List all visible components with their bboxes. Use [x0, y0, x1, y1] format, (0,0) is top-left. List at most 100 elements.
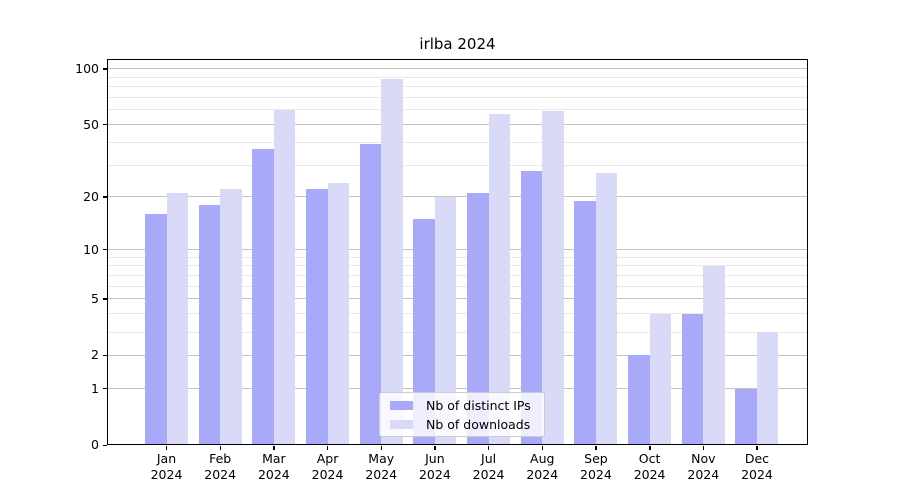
bar-downloads-mar [273, 109, 296, 445]
y-tick-mark [103, 298, 107, 300]
y-tick-label: 5 [91, 290, 99, 306]
x-tick-label: Jan 2024 [135, 451, 199, 482]
bar-downloads-may [381, 79, 403, 445]
x-tick-label: Dec 2024 [725, 451, 789, 482]
bar-distinct-ips-jun [413, 219, 435, 445]
x-tick-month: Feb [209, 451, 232, 466]
x-tick-mark [273, 446, 275, 450]
x-tick-month: Dec [744, 451, 770, 466]
minor-gridline [107, 109, 808, 111]
x-tick-mark [702, 446, 705, 450]
x-tick-label: Aug 2024 [510, 451, 574, 482]
x-tick-label: May 2024 [349, 451, 413, 482]
plot-area [107, 59, 808, 445]
bar-downloads-nov [703, 265, 725, 445]
x-tick-year: 2024 [418, 466, 451, 482]
legend-swatch-icon [390, 400, 413, 410]
x-tick-year: 2024 [526, 466, 559, 482]
bar-downloads-jun [434, 196, 457, 445]
y-tick-mark [103, 388, 107, 390]
x-tick-label: Nov 2024 [671, 451, 735, 482]
x-tick-mark [434, 446, 436, 450]
legend-swatch-icon [390, 419, 413, 429]
x-tick-mark [488, 446, 490, 450]
bar-distinct-ips-may [359, 144, 382, 445]
legend-label: Nb of distinct IPs [426, 397, 531, 413]
minor-gridline [107, 285, 808, 287]
bar-distinct-ips-aug [520, 170, 543, 445]
x-tick-year: 2024 [311, 466, 344, 482]
x-tick-mark [756, 446, 758, 450]
minor-gridline [107, 141, 808, 143]
x-tick-year: 2024 [580, 466, 612, 482]
x-tick-label: Apr 2024 [296, 451, 360, 482]
minor-gridline [107, 256, 808, 258]
bar-distinct-ips-oct [628, 355, 650, 445]
major-gridline [107, 196, 808, 198]
x-tick-year: 2024 [472, 466, 505, 482]
x-tick-year: 2024 [365, 466, 398, 482]
legend-label: Nb of downloads [426, 416, 531, 432]
x-tick-year: 2024 [633, 466, 666, 482]
bar-distinct-ips-jan [145, 214, 167, 445]
y-tick-mark [103, 249, 107, 251]
minor-gridline [107, 164, 808, 166]
x-tick-month: Jan [156, 451, 177, 466]
major-gridline [107, 249, 808, 251]
x-tick-month: Aug [530, 451, 555, 466]
bar-distinct-ips-apr [306, 189, 328, 445]
y-tick-label: 1 [91, 380, 99, 396]
bar-downloads-dec [756, 332, 779, 445]
x-tick-label: Jun 2024 [403, 451, 467, 482]
legend: Nb of distinct IPs Nb of downloads [379, 392, 545, 437]
y-tick-label: 2 [91, 347, 99, 363]
x-tick-label: Mar 2024 [242, 451, 306, 482]
x-tick-mark [327, 446, 329, 450]
minor-gridline [107, 331, 808, 333]
bar-downloads-oct [649, 313, 672, 445]
major-gridline [107, 298, 808, 300]
legend-item-downloads: Nb of downloads [380, 417, 544, 432]
x-tick-year: 2024 [741, 466, 773, 482]
x-tick-year: 2024 [687, 466, 720, 482]
x-tick-month: Nov [691, 451, 716, 466]
y-tick-label: 0 [91, 437, 99, 452]
minor-gridline [107, 86, 808, 88]
x-tick-label: Oct 2024 [618, 451, 682, 482]
y-tick-mark [103, 68, 107, 70]
minor-gridline [107, 275, 808, 277]
bar-downloads-aug [542, 111, 564, 445]
x-tick-month: Sep [584, 451, 608, 466]
x-tick-month: Jun [425, 451, 445, 466]
y-tick-mark [103, 354, 107, 357]
x-tick-year: 2024 [204, 466, 237, 482]
bar-distinct-ips-jul [467, 193, 489, 445]
bar-distinct-ips-dec [735, 388, 757, 445]
y-tick-mark [103, 196, 107, 198]
y-tick-mark [103, 444, 107, 446]
x-tick-mark [541, 446, 544, 450]
x-tick-label: Feb 2024 [188, 451, 252, 482]
major-gridline [107, 388, 808, 389]
y-tick-label: 10 [83, 241, 99, 257]
x-tick-mark [649, 446, 651, 450]
x-tick-year: 2024 [257, 466, 290, 482]
x-tick-month: Jul [481, 451, 497, 466]
y-tick-mark [103, 124, 107, 126]
legend-item-distinct-ips: Nb of distinct IPs [380, 398, 544, 413]
major-gridline [107, 68, 808, 70]
bar-downloads-sep [595, 173, 618, 445]
major-gridline [107, 124, 808, 126]
x-tick-label: Jul 2024 [457, 451, 521, 482]
x-tick-month: Apr [316, 451, 339, 466]
x-tick-month: Oct [638, 451, 661, 466]
x-tick-mark [219, 446, 222, 450]
major-gridline [107, 354, 808, 356]
x-tick-mark [166, 446, 168, 450]
bar-distinct-ips-mar [252, 148, 274, 445]
y-tick-label: 20 [83, 188, 99, 204]
x-tick-month: Mar [262, 451, 286, 466]
bar-downloads-jul [488, 114, 511, 445]
bar-distinct-ips-feb [198, 205, 221, 445]
